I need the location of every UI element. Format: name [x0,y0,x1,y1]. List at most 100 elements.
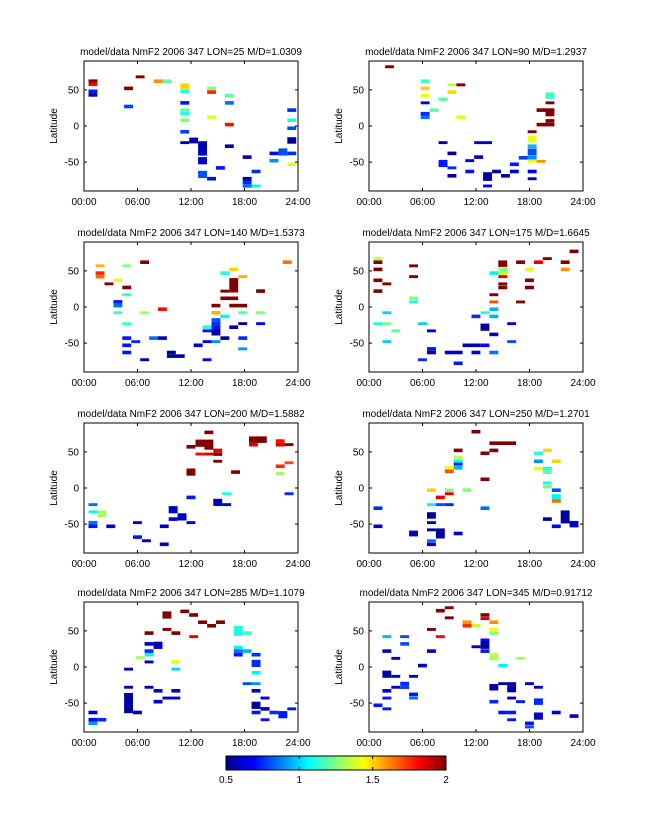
heatmap-cell [207,86,216,91]
heatmap-cell [382,689,392,693]
y-tick-label: 50 [353,447,365,458]
heatmap-cell [287,162,297,167]
subplot-4: model/data NmF2 2006 347 LON=175 M/D=1.6… [334,228,596,389]
x-tick-label: 00:00 [71,559,96,570]
y-tick-label: -50 [350,699,365,710]
heatmap-cell [153,79,163,83]
heatmap-cell [95,274,105,279]
heatmap-cell [462,343,481,348]
heatmap-cell [251,659,261,667]
heatmap-cell [211,318,221,322]
heatmap-cell [444,488,454,492]
x-tick-label: 24:00 [285,559,310,570]
heatmap-cell [527,148,537,156]
heatmap-cell [453,448,463,453]
heatmap-cell [560,510,570,524]
x-tick-label: 00:00 [71,738,96,749]
heatmap-cell [483,184,492,188]
heatmap-cell [373,703,383,708]
heatmap-cell [400,681,410,686]
heatmap-cell [224,93,234,98]
heatmap-cell [260,696,270,700]
x-tick-label: 06:00 [410,559,435,570]
heatmap-cell [122,285,132,290]
heatmap-cell [171,631,181,635]
heatmap-cell [534,466,543,471]
y-axis-label: Latitude [49,108,60,144]
heatmap-cell [480,343,490,348]
heatmap-cell [220,314,230,319]
x-tick-label: 24:00 [570,738,595,749]
heatmap-cell [275,442,285,447]
heatmap-cell [427,521,436,525]
heatmap-cell [242,184,252,188]
heatmap-cell [122,264,132,268]
heatmap-cell [88,82,98,86]
heatmap-cell [480,641,490,649]
heatmap-cell [180,101,190,105]
heatmap-cell [144,642,154,646]
heatmap-cell [462,624,472,628]
heatmap-cell [373,524,383,529]
heatmap-cell [456,115,466,120]
heatmap-cell [489,314,499,319]
heatmap-cell [498,260,508,267]
heatmap-cell [186,468,196,476]
heatmap-cell [153,641,163,649]
heatmap-cell [113,303,123,308]
heatmap-cell [220,271,230,275]
heatmap-cell [260,718,270,722]
heatmap-cell [373,257,383,261]
heatmap-cell [509,169,519,174]
heatmap-cell [202,340,212,344]
heatmap-cell [202,358,212,362]
subplot-title: model/data NmF2 2006 347 LON=250 M/D=1.2… [362,409,590,420]
heatmap-cell [489,271,499,275]
heatmap-cell [498,267,508,272]
heatmap-cell [88,710,98,715]
heatmap-cell [542,470,552,474]
heatmap-cell [542,481,552,485]
subplot-8: model/data NmF2 2006 347 LON=345 M/D=0.9… [334,588,596,749]
heatmap-cell [256,322,265,326]
heatmap-cell [168,506,178,514]
heatmap-cell [238,275,248,279]
heatmap-cell [427,503,436,507]
heatmap-cell [204,430,214,435]
heatmap-cell [480,617,490,621]
y-tick-label: -50 [65,520,80,531]
heatmap-cell [202,329,212,333]
heatmap-cell [489,631,499,635]
subplot-title: model/data NmF2 2006 347 LON=200 M/D=1.5… [77,409,305,420]
heatmap-cell [474,155,484,159]
heatmap-cell [168,517,178,521]
heatmap-cell [287,151,297,156]
heatmap-cell [420,86,430,91]
heatmap-cell [133,710,142,715]
heatmap-cell [242,180,252,185]
heatmap-cell [480,451,490,456]
axes-frame [368,601,584,733]
heatmap-cell [238,311,248,315]
y-axis-label: Latitude [334,470,345,506]
heatmap-cell [284,443,294,447]
heatmap-cell [444,466,454,470]
heatmap-cell [501,174,510,178]
heatmap-cell [534,698,543,705]
heatmap-cell [534,260,543,264]
x-tick-label: 12:00 [463,197,488,208]
heatmap-cell [207,176,216,181]
heatmap-cell [166,350,176,355]
heatmap-cell [213,448,223,453]
x-tick-label: 06:00 [125,378,150,389]
heatmap-cell [229,278,239,293]
heatmap-cell [465,159,475,163]
heatmap-cell [444,469,454,474]
heatmap-cell [480,506,490,510]
heatmap-cell [427,512,436,519]
heatmap-cell [198,170,207,178]
x-tick-label: 24:00 [285,738,310,749]
heatmap-cell [373,289,383,293]
heatmap-cell [498,663,508,668]
x-tick-label: 12:00 [178,378,203,389]
